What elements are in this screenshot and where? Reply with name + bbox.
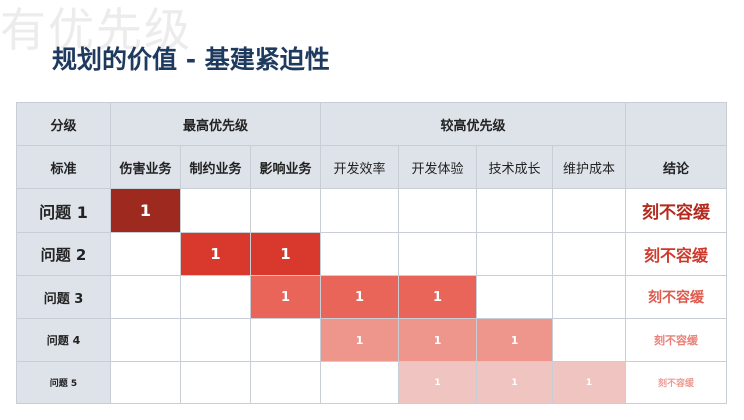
table-cell — [110, 275, 181, 319]
header-constrain-business: 制约业务 — [180, 145, 251, 189]
table-cell — [180, 361, 251, 404]
table-cell — [249, 361, 322, 404]
table-cell: 1 — [110, 188, 181, 233]
header-maintenance-cost: 维护成本 — [552, 145, 627, 189]
conclusion-cell: 刻不容缓 — [625, 188, 728, 233]
table-cell — [398, 232, 478, 276]
table-cell: 1 — [398, 361, 478, 404]
table-cell — [320, 188, 400, 233]
table-cell — [320, 232, 400, 276]
table-row: 问题 2 1 1 刻不容缓 — [16, 232, 728, 276]
header-row-group: 分级 最高优先级 较高优先级 — [16, 102, 728, 146]
header-harm-business: 伤害业务 — [110, 145, 181, 189]
row-label: 问题 4 — [16, 318, 111, 362]
table-cell: 1 — [398, 318, 478, 362]
table-cell — [552, 188, 627, 233]
table-cell: 1 — [398, 275, 478, 319]
table-cell — [398, 188, 478, 233]
table-row: 问题 3 1 1 1 刻不容缓 — [16, 275, 728, 319]
table-cell: 1 — [320, 318, 400, 362]
header-affect-business: 影响业务 — [249, 145, 322, 189]
page-title: 规划的价值 - 基建紧迫性 — [52, 45, 330, 74]
table-cell: 1 — [249, 275, 322, 319]
table-cell — [180, 318, 251, 362]
table-cell — [552, 275, 627, 319]
table-cell — [476, 232, 554, 276]
header-high-priority: 较高优先级 — [320, 102, 627, 146]
row-label: 问题 2 — [16, 232, 111, 276]
table-cell — [110, 232, 181, 276]
header-dev-efficiency: 开发效率 — [320, 145, 400, 189]
table-cell: 1 — [552, 361, 627, 404]
table-cell — [476, 188, 554, 233]
row-label: 问题 5 — [16, 361, 111, 404]
table-cell — [180, 275, 251, 319]
header-conclusion: 结论 — [625, 145, 728, 189]
header-dev-experience: 开发体验 — [398, 145, 478, 189]
conclusion-cell: 刻不容缓 — [625, 361, 728, 404]
header-tech-growth: 技术成长 — [476, 145, 554, 189]
table-cell — [552, 232, 627, 276]
table-cell — [180, 188, 251, 233]
conclusion-cell: 刻不容缓 — [625, 232, 728, 276]
table-cell — [249, 318, 322, 362]
table-cell — [249, 188, 322, 233]
header-grade: 分级 — [16, 102, 111, 146]
row-label: 问题 1 — [16, 188, 111, 233]
header-standard: 标准 — [16, 145, 111, 189]
conclusion-cell: 刻不容缓 — [625, 275, 728, 319]
header-highest-priority: 最高优先级 — [109, 102, 322, 146]
priority-table: 分级 最高优先级 较高优先级 标准 伤害业务 制约业务 影响业务 开发效率 开发… — [16, 102, 728, 404]
header-empty — [625, 102, 728, 146]
header-row-criteria: 标准 伤害业务 制约业务 影响业务 开发效率 开发体验 技术成长 维护成本 结论 — [16, 145, 728, 189]
table-cell — [476, 275, 554, 319]
row-label: 问题 3 — [16, 275, 111, 319]
table-cell — [320, 361, 400, 404]
table-row: 问题 1 1 刻不容缓 — [16, 188, 728, 233]
table-cell — [110, 361, 181, 404]
conclusion-cell: 刻不容缓 — [625, 318, 728, 362]
watermark-text: 有优先级 — [0, 3, 192, 57]
table-cell — [552, 318, 627, 362]
table-row: 问题 5 1 1 1 刻不容缓 — [16, 361, 728, 404]
table-cell: 1 — [320, 275, 400, 319]
table-cell — [110, 318, 181, 362]
table-cell: 1 — [249, 232, 322, 276]
table-cell: 1 — [476, 361, 554, 404]
table-cell: 1 — [180, 232, 251, 276]
table-row: 问题 4 1 1 1 刻不容缓 — [16, 318, 728, 362]
table-cell: 1 — [476, 318, 554, 362]
